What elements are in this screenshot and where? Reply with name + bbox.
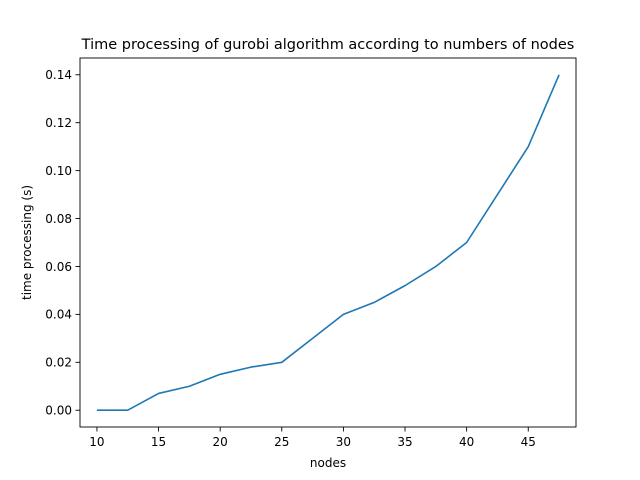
y-tick-label: 0.10 — [45, 164, 72, 178]
y-axis-label: time processing (s) — [20, 185, 34, 300]
x-axis-label: nodes — [310, 456, 346, 470]
y-tick-label: 0.00 — [45, 404, 72, 418]
x-tick-label: 30 — [336, 435, 351, 449]
x-tick-label: 10 — [89, 435, 104, 449]
x-tick-label: 40 — [459, 435, 474, 449]
x-axis: 10 15 20 25 30 35 40 45 — [89, 427, 536, 449]
y-tick-label: 0.08 — [45, 212, 72, 226]
y-tick-label: 0.06 — [45, 260, 72, 274]
plot-area — [80, 58, 576, 427]
y-tick-label: 0.12 — [45, 116, 72, 130]
series-line — [96, 74, 560, 412]
x-tick-label: 35 — [397, 435, 412, 449]
plot-frame — [79, 57, 577, 428]
x-tick-label: 45 — [521, 435, 536, 449]
x-tick-label: 20 — [213, 435, 228, 449]
y-tick-label: 0.02 — [45, 356, 72, 370]
series-layer — [96, 74, 560, 412]
x-tick-label: 25 — [274, 435, 289, 449]
y-axis: 0.00 0.02 0.04 0.06 0.08 0.10 0.12 0.14 — [45, 68, 80, 418]
y-tick-label: 0.14 — [45, 68, 72, 82]
chart-title: Time processing of gurobi algorithm acco… — [81, 37, 575, 53]
y-tick-label: 0.04 — [45, 308, 72, 322]
x-tick-label: 15 — [151, 435, 166, 449]
